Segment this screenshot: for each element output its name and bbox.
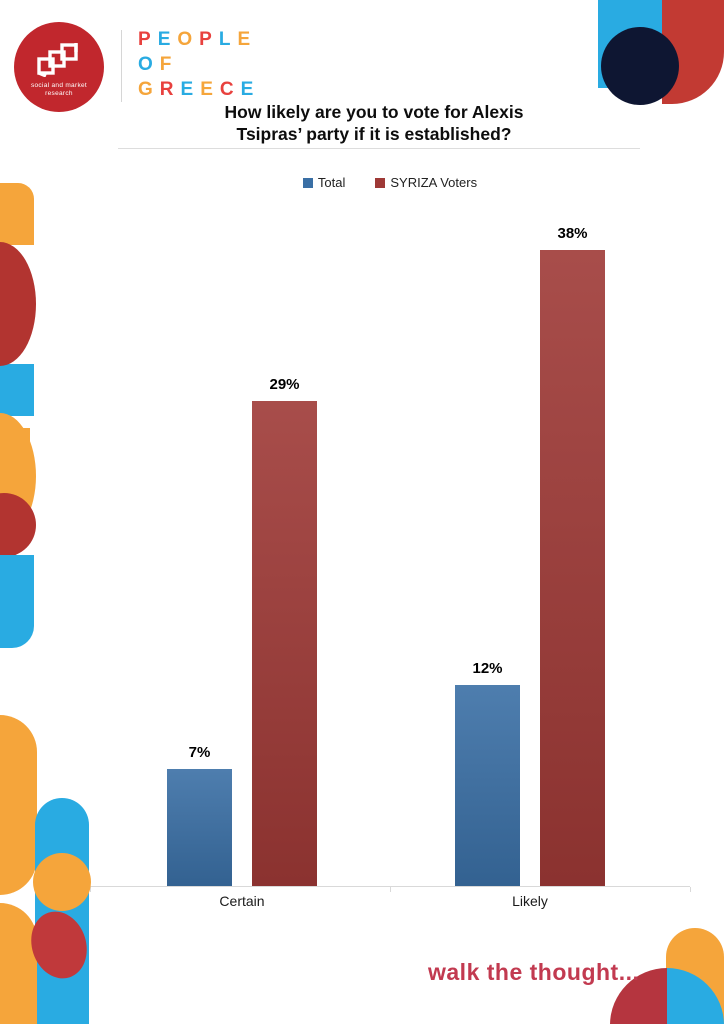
category-label-certain: Certain — [219, 893, 265, 909]
bar-certain-total — [167, 769, 232, 886]
bar-likely-syriza-voters — [540, 250, 605, 886]
bar-value-label: 29% — [269, 376, 300, 393]
company-logo: social and market research — [14, 22, 104, 112]
axis-tick — [689, 887, 691, 892]
plot-area: 7% 12% 29% 38% Certain Likely — [89, 200, 691, 909]
bottomleft-cyan-pill — [35, 798, 89, 1024]
title-divider — [118, 148, 640, 149]
leftstripe-cyan-bottom — [0, 555, 34, 648]
wordmark-letter: P — [199, 29, 212, 50]
bar-value-label: 12% — [472, 660, 503, 677]
wordmark-letter: C — [219, 79, 234, 100]
legend-label: SYRIZA Voters — [390, 175, 478, 190]
bar-value-label: 7% — [188, 744, 211, 761]
wordmark-letter: E — [237, 29, 251, 50]
bar-likely-total — [455, 685, 520, 886]
leftstripe-cyan-1 — [0, 364, 34, 416]
wordmark-letter: G — [138, 79, 153, 100]
header-divider — [121, 30, 122, 102]
bottomleft-orange-rect — [0, 903, 37, 1024]
axis-tick — [389, 887, 391, 892]
bottomleft-orange-circle — [33, 853, 91, 911]
bottomright-halfcircle — [610, 968, 724, 1024]
chart-title: How likely are you to vote for Alexis Ts… — [224, 102, 524, 144]
wordmark-letter: R — [159, 79, 174, 100]
bottomleft-orange-pill — [0, 715, 37, 895]
wordmark-letter: F — [159, 54, 172, 75]
leftstripe-red-bulge-1 — [0, 242, 36, 366]
legend-item-total: Total — [302, 175, 346, 190]
bar-value-label: 38% — [557, 225, 588, 242]
bar-certain-syriza-voters — [252, 401, 317, 886]
wordmark-letter: L — [218, 29, 231, 50]
wordmark-letter: O — [177, 29, 193, 50]
legend-label: Total — [317, 175, 346, 190]
chart-legend: Total SYRIZA Voters — [90, 175, 690, 190]
wordmark-letter: E — [180, 79, 194, 100]
wordmark-letter: P — [138, 29, 151, 50]
legend-swatch — [375, 177, 386, 188]
tagline: walk the thought... — [428, 959, 640, 985]
legend-item-syriza-voters: SYRIZA Voters — [375, 175, 477, 190]
category-label-likely: Likely — [512, 893, 548, 909]
topright-navy-circle — [601, 27, 679, 105]
wordmark-letter: E — [157, 29, 171, 50]
wordmark-letter: E — [240, 79, 254, 100]
x-axis-line — [90, 886, 690, 887]
wordmark-letter: O — [138, 54, 153, 75]
ged-logo-icon — [37, 42, 78, 77]
wordmark-letter: E — [200, 79, 213, 100]
logo-subtext: social and market research — [30, 81, 88, 97]
legend-swatch — [302, 177, 313, 188]
leftstripe-orange-top — [0, 183, 34, 245]
